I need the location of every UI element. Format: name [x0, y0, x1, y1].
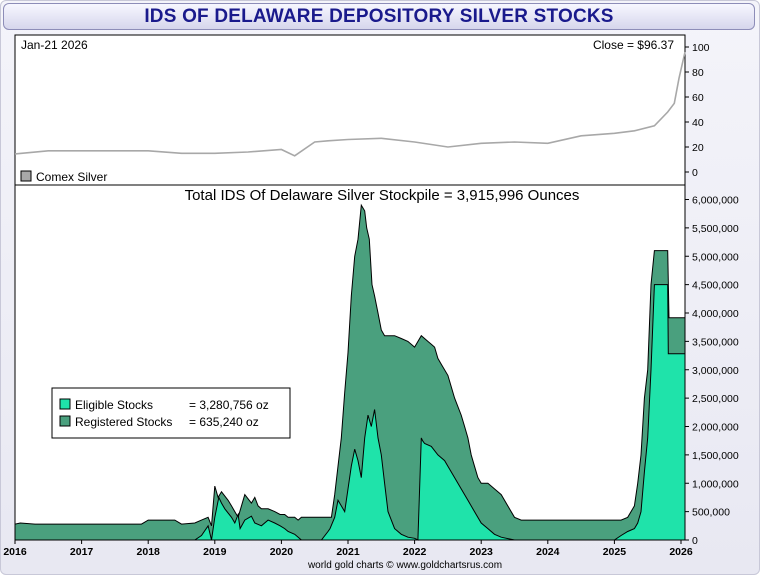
- eligible-stocks-area: [15, 284, 686, 541]
- registered-stocks-area: [14, 203, 686, 541]
- price-panel: [14, 34, 686, 186]
- comex-legend-label: Comex Silver: [36, 170, 107, 184]
- close-label: Close = $96.37: [593, 38, 674, 52]
- stocks-ytick-label: 1,000,000: [692, 478, 739, 490]
- eligible-legend-swatch: [59, 398, 71, 410]
- date-label: Jan-21 2026: [21, 38, 88, 52]
- year-tick-label: 2022: [403, 546, 427, 558]
- stocks-ytick-label: 2,500,000: [692, 393, 739, 405]
- year-tick-label: 2020: [270, 546, 294, 558]
- credit-label: world gold charts © www.goldchartsrus.co…: [307, 560, 502, 571]
- price-ytick-label: 60: [692, 92, 704, 104]
- stocks-ytick-label: 5,500,000: [692, 223, 739, 235]
- stocks-ytick-label: 4,500,000: [692, 280, 739, 292]
- price-ytick-label: 20: [692, 142, 704, 154]
- stocks-ytick-label: 1,500,000: [692, 450, 739, 462]
- registered-legend-value: = 635,240 oz: [189, 415, 259, 429]
- stocks-ytick-label: 4,000,000: [692, 308, 739, 320]
- comex-silver-line: [14, 51, 686, 157]
- year-tick-label: 2024: [536, 546, 560, 558]
- eligible-legend-value: = 3,280,756 oz: [189, 398, 269, 412]
- stocks-legend: Eligible Stocks = 3,280,756 oz Registere…: [51, 387, 291, 439]
- price-ytick-label: 100: [692, 42, 710, 54]
- stocks-layer: 0 500,000 1,000,000 1,500,000 2,000,000 2,500…: [3, 195, 739, 559]
- year-tick-label: 2023: [470, 546, 494, 558]
- stocks-ytick-label: 6,000,000: [692, 195, 739, 207]
- year-tick-label: 2016: [3, 546, 27, 558]
- year-tick-label: 2018: [137, 546, 161, 558]
- comex-legend-swatch: [20, 170, 32, 182]
- price-ytick-label: 40: [692, 117, 704, 129]
- legend-box: [51, 387, 291, 439]
- year-tick-label: 2021: [336, 546, 360, 558]
- price-ytick-label: 0: [692, 167, 698, 179]
- price-ytick-label: 80: [692, 67, 704, 79]
- year-tick-label: 2019: [203, 546, 227, 558]
- stocks-ytick-label: 2,000,000: [692, 422, 739, 434]
- stocks-ytick-label: 5,000,000: [692, 251, 739, 263]
- eligible-legend-label: Eligible Stocks: [75, 398, 153, 412]
- year-tick-label: 2025: [603, 546, 627, 558]
- registered-legend-label: Registered Stocks: [75, 415, 172, 429]
- stocks-ytick-label: 500,000: [692, 507, 730, 519]
- stocks-ytick-label: 3,500,000: [692, 336, 739, 348]
- year-tick-label: 2017: [70, 546, 94, 558]
- stocks-title: Total IDS Of Delaware Silver Stockpile =…: [185, 187, 580, 204]
- chart-title: IDS OF DELAWARE DEPOSITORY SILVER STOCKS: [3, 3, 755, 30]
- stocks-ytick-label: 0: [692, 535, 698, 547]
- year-tick-label: 2026: [669, 546, 693, 558]
- price-layer: 0 20 40 60 80 100: [14, 42, 710, 179]
- registered-legend-swatch: [59, 415, 71, 427]
- stocks-ytick-label: 3,000,000: [692, 365, 739, 377]
